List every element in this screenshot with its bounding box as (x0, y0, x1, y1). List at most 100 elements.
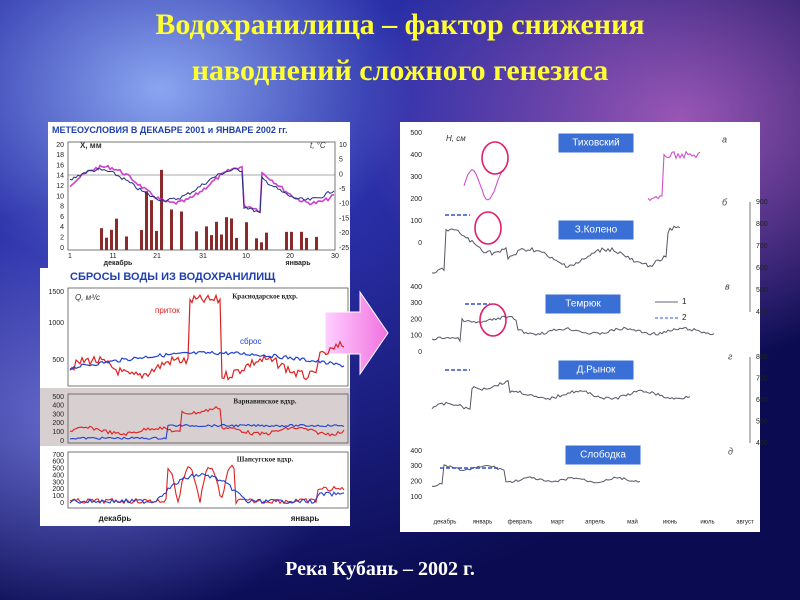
tick-label: 700 (756, 243, 768, 250)
precip-bar (290, 231, 293, 250)
tick-label: 18 (56, 152, 64, 159)
tick-label: 11 (109, 253, 116, 260)
month-label: январь (291, 514, 320, 523)
tick-label: 8 (60, 204, 64, 211)
tick-label: 1 (68, 253, 72, 260)
meteo-title: МЕТЕОУСЛОВИЯ В ДЕКАБРЕ 2001 и ЯНВАРЕ 200… (52, 125, 288, 135)
title-line: Водохранилища – фактор снижения (155, 8, 644, 41)
axis-label: X, мм (80, 141, 102, 150)
tick-label: 12 (56, 183, 64, 190)
tick-label: 2 (60, 235, 64, 242)
precip-bar (300, 231, 303, 250)
tick-label: 500 (52, 394, 64, 401)
precip-bar (225, 217, 228, 250)
tick-label: 300 (410, 463, 422, 470)
tick-label: -5 (339, 186, 345, 193)
tick-label: 200 (410, 479, 422, 486)
precip-bar (140, 230, 143, 250)
curve (69, 472, 345, 505)
tick-label: 200 (410, 196, 422, 203)
station-label: Слободка (580, 449, 626, 461)
month-label: январь (286, 260, 312, 267)
tick-label: 300 (52, 411, 64, 418)
precip-bar (105, 237, 108, 250)
tick-label: 10 (242, 253, 250, 260)
tick-label: 400 (52, 403, 64, 410)
tick-label: 100 (410, 333, 422, 340)
curve (647, 150, 701, 202)
highlight-circle (474, 211, 502, 245)
tick-label: 100 (52, 493, 64, 500)
tick-label: 300 (410, 300, 422, 307)
station-label: Темрюк (565, 299, 601, 310)
tick-label: 21 (153, 253, 161, 260)
panel-letter: д (728, 446, 733, 456)
tick-label: -15 (339, 215, 349, 222)
tick-label: 300 (410, 174, 422, 181)
tick-label: 200 (52, 420, 64, 427)
legend-label: 1 (682, 297, 687, 306)
precip-bar (110, 229, 113, 250)
tick-label: 6 (60, 214, 64, 221)
precip-bar (180, 211, 183, 250)
station-box (557, 219, 635, 241)
precip-bar (305, 237, 308, 250)
month-label: апрель (585, 520, 605, 526)
curve (69, 167, 335, 214)
reservoir-name: Шапсугское вдхр. (237, 456, 294, 464)
tick-label: 200 (52, 486, 64, 493)
precip-bar (265, 232, 268, 250)
curve (69, 293, 345, 381)
precip-bar (170, 209, 173, 250)
plot-frame (67, 393, 349, 444)
tick-label: 400 (756, 440, 768, 447)
month-label: декабрь (434, 520, 457, 526)
tick-label: 16 (56, 162, 64, 169)
tick-label: 500 (410, 130, 422, 137)
levels-panel (400, 122, 760, 532)
station-box (557, 132, 635, 154)
arrow (324, 290, 389, 376)
tick-label: 100 (410, 494, 422, 501)
tick-label: 400 (410, 152, 422, 159)
tick-label: 10 (56, 193, 64, 200)
precip-bar (220, 234, 223, 250)
precip-bar (155, 230, 158, 250)
tick-label: 400 (52, 472, 64, 479)
tick-label: 31 (199, 253, 207, 260)
month-label: март (551, 520, 565, 526)
curve (69, 350, 345, 370)
station-box (544, 293, 622, 315)
plot-frame (67, 141, 336, 251)
curve (431, 464, 641, 487)
tick-label: 0 (60, 245, 64, 252)
tick-label: 600 (756, 265, 768, 272)
series-label: приток (155, 306, 180, 315)
curve (431, 225, 681, 274)
precip-bar (245, 222, 248, 250)
station-box (564, 444, 642, 466)
tick-label: -10 (339, 201, 349, 208)
month-label: январь (473, 520, 492, 526)
precip-bar (235, 237, 238, 250)
tick-label: 500 (52, 466, 64, 473)
legend-label: 2 (682, 313, 687, 322)
series-label: сброс (240, 337, 261, 346)
reservoir-name: Варнавинское вдхр. (233, 398, 296, 406)
tick-label: 700 (52, 452, 64, 459)
tick-label: 100 (410, 218, 422, 225)
curve (431, 315, 715, 343)
tick-label: 400 (410, 284, 422, 291)
tick-label: 600 (52, 459, 64, 466)
tick-label: 400 (756, 309, 768, 316)
precip-bar (100, 228, 103, 250)
station-label: Д.Рынок (577, 365, 616, 376)
month-label: август (736, 520, 754, 526)
panel-letter: г (728, 351, 733, 361)
tick-label: 30 (331, 253, 339, 260)
precip-bar (195, 231, 198, 250)
curve (69, 164, 335, 214)
subplot-band (40, 388, 350, 446)
month-label: июль (700, 520, 714, 526)
axis-label: H, см (446, 134, 466, 143)
